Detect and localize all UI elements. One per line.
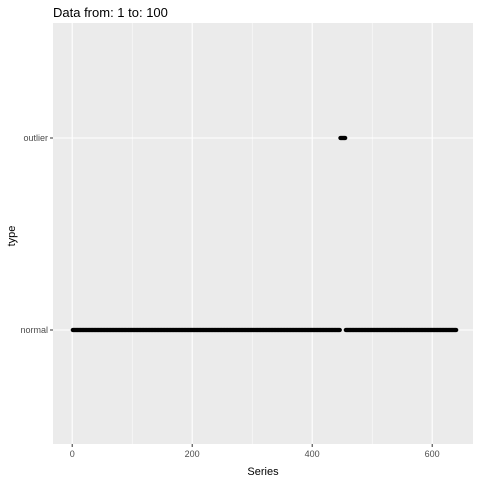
x-axis: 0 200 400 600	[70, 444, 440, 459]
data-points	[70, 135, 459, 333]
x-tick-label: 600	[425, 449, 440, 459]
x-axis-title: Series	[247, 466, 279, 478]
x-tick-label: 400	[305, 449, 320, 459]
x-tick-label: 200	[185, 449, 200, 459]
data-point-outlier	[343, 135, 348, 141]
data-point-normal	[454, 327, 459, 333]
y-axis-title: type	[6, 226, 18, 247]
y-tick-label: normal	[20, 325, 48, 335]
x-tick-label: 0	[70, 449, 75, 459]
y-tick-label: outlier	[23, 133, 48, 143]
data-point-normal	[337, 327, 342, 333]
chart-title: Data from: 1 to: 100	[53, 5, 168, 20]
plot-panel	[53, 23, 473, 444]
y-axis: normal outlier	[20, 133, 53, 335]
grid-lines	[53, 23, 473, 444]
